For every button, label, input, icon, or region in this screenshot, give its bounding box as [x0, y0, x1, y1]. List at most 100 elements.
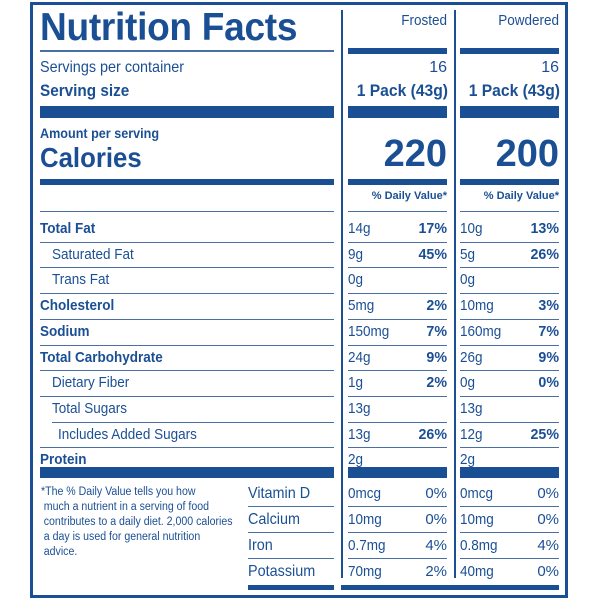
footnote-line: *The % Daily Value tells you how: [41, 486, 196, 498]
vitamin-name: Potassium: [248, 563, 316, 580]
row-divider: [460, 344, 559, 346]
nutrient-daily-value-powdered: 13%: [530, 220, 559, 237]
nutrient-amount-powdered: 5g: [460, 245, 476, 263]
bottom-bar-label: [248, 585, 334, 590]
nutrient-name: Sodium: [40, 322, 90, 340]
row-divider: [460, 395, 559, 397]
footnote: *The % Daily Value tells you how much a …: [41, 485, 234, 560]
row-divider: [348, 421, 447, 423]
row-divider: [348, 558, 447, 559]
nutrient-amount-frosted: 0g: [348, 271, 364, 289]
vitamin-amount-frosted: 0mcg: [348, 485, 382, 502]
nutrient-daily-value-frosted: 17%: [418, 220, 447, 237]
vitamin-daily-value-powdered: 4%: [537, 537, 559, 554]
daily-value-header-frosted: % Daily Value*: [371, 190, 447, 202]
row-divider: [460, 421, 559, 423]
servings-per-container-label: Servings per container: [40, 59, 185, 76]
row-divider: [460, 558, 559, 559]
dv-divider-frosted: [348, 211, 447, 212]
serving-size-frosted: 1 Pack (43g): [356, 81, 448, 100]
nutrient-amount-powdered: 2g: [460, 451, 476, 469]
serving-bar-powdered: [460, 106, 559, 118]
serving-bar-frosted: [348, 106, 447, 118]
nutrient-amount-powdered: 0g: [460, 374, 476, 392]
calories-label: Calories: [40, 142, 142, 173]
vitamin-name: Iron: [248, 537, 273, 554]
servings-powdered: 16: [541, 59, 559, 76]
row-divider: [460, 293, 559, 295]
nutrient-daily-value-powdered: 3%: [538, 297, 559, 315]
nutrient-amount-frosted: 24g: [348, 348, 371, 366]
row-divider: [40, 447, 334, 449]
column-divider-powdered: [454, 10, 456, 578]
calories-bar-frosted: [348, 179, 447, 185]
vitamin-name: Vitamin D: [248, 485, 311, 502]
row-divider: [40, 344, 334, 346]
nutrient-amount-powdered: 0g: [460, 271, 476, 289]
nutrient-amount-powdered: 13g: [460, 399, 483, 417]
column-header-frosted: Frosted: [401, 12, 447, 29]
nutrient-daily-value-powdered: 7%: [538, 322, 559, 340]
vitamin-name: Calcium: [248, 511, 301, 528]
protein-bar-label: [40, 467, 334, 478]
vitamin-amount-frosted: 70mg: [348, 563, 382, 580]
vitamin-daily-value-powdered: 0%: [537, 563, 559, 580]
nutrient-amount-frosted: 9g: [348, 245, 364, 263]
nutrient-amount-powdered: 12g: [460, 425, 483, 443]
row-divider: [460, 532, 559, 533]
footnote-line: a day is used for general nutrition advi…: [43, 531, 201, 558]
nutrient-daily-value-powdered: 0%: [538, 374, 559, 392]
row-divider: [348, 267, 447, 269]
nutrient-daily-value-frosted: 45%: [418, 245, 447, 263]
row-divider: [460, 318, 559, 320]
amount-per-serving-label: Amount per serving: [40, 125, 160, 141]
serving-bar-label: [40, 106, 334, 118]
header-bar-powdered: [460, 48, 559, 54]
vitamin-daily-value-powdered: 0%: [537, 485, 559, 502]
dv-divider-label: [40, 211, 334, 212]
protein-bar-frosted: [348, 467, 447, 478]
row-divider: [348, 532, 447, 533]
row-divider: [40, 241, 334, 243]
vitamin-daily-value-frosted: 4%: [425, 537, 447, 554]
vitamin-daily-value-frosted: 2%: [425, 563, 447, 580]
row-divider: [460, 370, 559, 372]
row-divider: [40, 267, 334, 269]
nutrient-amount-frosted: 2g: [348, 451, 364, 469]
row-divider: [460, 267, 559, 269]
nutrient-daily-value-frosted: 26%: [418, 425, 447, 443]
row-divider: [460, 447, 559, 449]
vitamin-amount-powdered: 0.8mg: [460, 537, 498, 554]
nutrient-daily-value-frosted: 2%: [426, 297, 447, 315]
row-divider: [348, 395, 447, 397]
row-divider: [40, 395, 334, 397]
row-divider: [348, 241, 447, 243]
nutrient-name: Total Fat: [40, 220, 96, 237]
nutrient-name: Includes Added Sugars: [58, 425, 197, 443]
bottom-bar-values: [341, 585, 559, 590]
column-header-powdered: Powdered: [498, 12, 559, 29]
row-divider: [52, 421, 334, 423]
nutrient-name: Trans Fat: [52, 271, 110, 289]
nutrition-facts-panel: [30, 2, 568, 598]
nutrient-amount-powdered: 10mg: [460, 297, 494, 315]
row-divider: [460, 241, 559, 243]
nutrient-name: Saturated Fat: [52, 245, 134, 263]
serving-size-powdered: 1 Pack (43g): [468, 81, 560, 100]
calories-bar-powdered: [460, 179, 559, 185]
nutrient-name: Total Sugars: [52, 399, 128, 417]
nutrient-daily-value-frosted: 2%: [426, 374, 447, 392]
row-divider: [40, 293, 334, 295]
nutrient-name: Total Carbohydrate: [40, 348, 163, 366]
calories-powdered: 200: [495, 133, 559, 175]
serving-size-label: Serving size: [40, 81, 130, 100]
nutrient-amount-frosted: 1g: [348, 374, 364, 392]
nutrient-daily-value-frosted: 9%: [426, 348, 447, 366]
calories-frosted: 220: [383, 133, 447, 175]
vitamin-amount-powdered: 0mcg: [460, 485, 494, 502]
vitamin-amount-powdered: 40mg: [460, 563, 494, 580]
nutrient-daily-value-frosted: 7%: [426, 322, 447, 340]
vitamin-amount-frosted: 0.7mg: [348, 537, 386, 554]
row-divider: [348, 293, 447, 295]
nutrient-daily-value-powdered: 26%: [530, 245, 559, 263]
